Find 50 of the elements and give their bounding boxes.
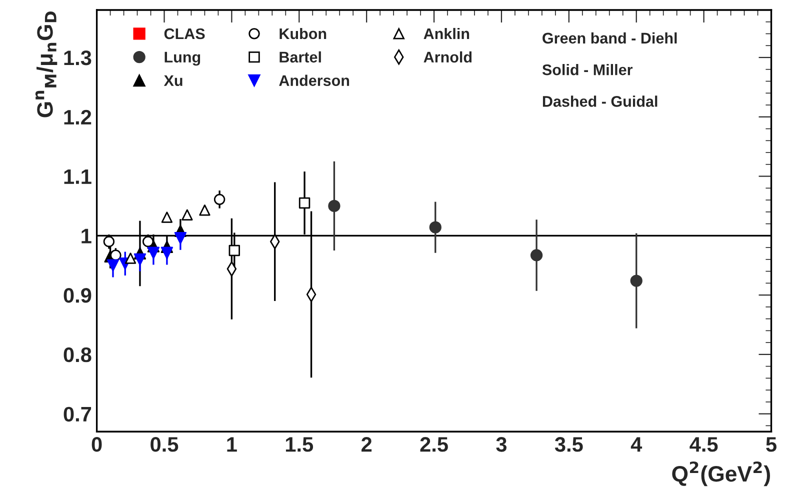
y-tick-label: 1.1 bbox=[64, 169, 92, 184]
legend-label: Lung bbox=[164, 52, 200, 66]
legend-label: Xu bbox=[164, 75, 182, 86]
x-axis-title: Q$^{2}$(GeV$^{2}$) bbox=[672, 461, 770, 486]
point bbox=[298, 197, 310, 209]
x-tick-label: 3 bbox=[496, 437, 507, 452]
legend-label: CLAS bbox=[164, 28, 205, 40]
point bbox=[161, 212, 173, 223]
legend-label: Anklin bbox=[424, 28, 470, 40]
legend-label: Arnold bbox=[424, 51, 472, 63]
point bbox=[228, 244, 240, 256]
point bbox=[530, 249, 543, 262]
x-tick-label: 3.5 bbox=[554, 437, 583, 452]
legend-label: Anderson bbox=[279, 74, 350, 86]
x-tick-label: 0.5 bbox=[150, 437, 178, 452]
x-tick-label: 2.5 bbox=[420, 437, 448, 452]
x-tick-label: 4.5 bbox=[690, 437, 718, 452]
annotation: Green band - Diehl bbox=[542, 32, 677, 44]
y-tick-label: 0.8 bbox=[64, 347, 92, 362]
point bbox=[199, 204, 210, 216]
point bbox=[134, 253, 146, 266]
legend-label: Kubon bbox=[280, 28, 326, 40]
annotation: Dashed - Guidal bbox=[542, 96, 658, 107]
point bbox=[110, 250, 122, 261]
x-tick-label: 4 bbox=[630, 437, 642, 452]
legend-label: Bartel bbox=[280, 51, 321, 63]
annotation: Solid - Miller bbox=[542, 64, 633, 76]
x-tick-label: 1 bbox=[227, 437, 237, 452]
x-tick-label: 0 bbox=[92, 437, 102, 452]
y-tick-label: 1 bbox=[82, 228, 92, 244]
y-tick-label: 1.2 bbox=[64, 110, 92, 124]
point bbox=[124, 252, 136, 264]
point bbox=[214, 194, 226, 206]
point bbox=[106, 259, 120, 272]
point bbox=[147, 246, 160, 259]
point bbox=[630, 274, 642, 287]
x-tick-label: 5 bbox=[766, 437, 776, 452]
x-tick-label: 1.5 bbox=[286, 437, 314, 452]
point bbox=[429, 221, 442, 234]
point bbox=[103, 236, 115, 248]
point bbox=[160, 246, 174, 259]
y-tick-label: 0.9 bbox=[64, 288, 92, 303]
point bbox=[142, 236, 154, 248]
point bbox=[182, 209, 193, 220]
y-tick-label: 1.3 bbox=[64, 50, 92, 66]
point bbox=[328, 200, 340, 212]
y-axis-title: G$^{n}$$_{M}$/μ$_{n}$G$_{D}$ bbox=[35, 11, 58, 118]
point bbox=[174, 232, 187, 244]
y-tick-label: 0.7 bbox=[64, 406, 92, 422]
x-tick-label: 2 bbox=[362, 437, 372, 452]
